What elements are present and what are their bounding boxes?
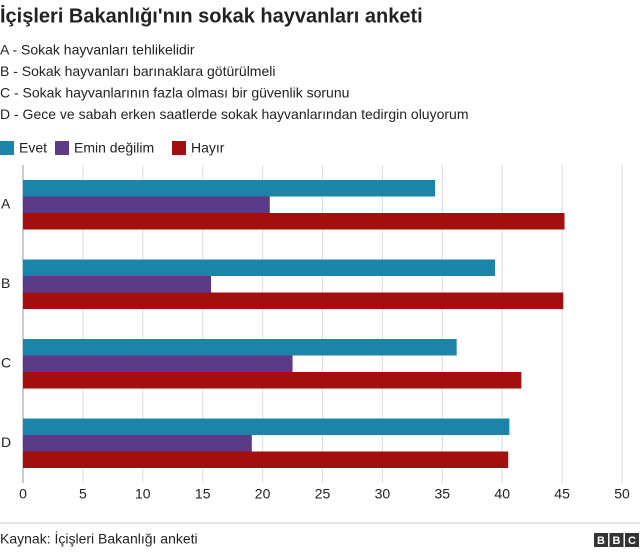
y-tick-label: B — [1, 275, 10, 291]
x-tick-label: 40 — [494, 486, 510, 502]
logo-box — [609, 533, 624, 547]
legend-label: Hayır — [191, 140, 225, 156]
bar — [23, 180, 436, 197]
source: Kaynak: İçişleri Bakanlığı anketi — [0, 530, 198, 547]
legend-swatch — [172, 141, 186, 155]
x-tick-label: 50 — [614, 486, 630, 502]
logo-letter: B — [597, 535, 605, 547]
legend-label: Emin değilim — [74, 140, 154, 156]
bar — [23, 292, 564, 309]
chart-title: İçişleri Bakanlığı'nın sokak hayvanları … — [0, 4, 423, 27]
subtitle-line: A - Sokak hayvanları tehlikelidir — [0, 42, 195, 58]
bar — [23, 418, 510, 435]
bar — [23, 276, 212, 293]
legend-swatch — [0, 141, 14, 155]
x-tick-label: 30 — [375, 486, 391, 502]
logo-box — [594, 533, 608, 547]
x-tick-label: 35 — [435, 486, 451, 502]
bar — [23, 435, 252, 452]
subtitle-line: C - Sokak hayvanlarının fazla olması bir… — [0, 85, 349, 101]
x-tick-label: 0 — [19, 486, 27, 502]
logo-box — [625, 533, 639, 547]
bar — [23, 372, 522, 389]
logo-letter: B — [613, 535, 621, 547]
subtitle-line: D - Gece ve sabah erken saatlerde sokak … — [0, 106, 468, 122]
legend-swatch — [55, 141, 69, 155]
y-tick-label: C — [1, 354, 11, 370]
logo-letter: C — [628, 535, 636, 547]
bar — [23, 213, 565, 230]
subtitle-line: B - Sokak hayvanları barınaklara götürül… — [0, 63, 275, 79]
bar — [23, 259, 496, 276]
x-tick-label: 45 — [554, 486, 570, 502]
bar — [23, 355, 293, 372]
x-tick-label: 5 — [79, 486, 87, 502]
y-tick-label: A — [1, 195, 11, 211]
y-tick-label: D — [1, 434, 11, 450]
x-tick-label: 15 — [195, 486, 211, 502]
legend-label: Evet — [19, 140, 47, 156]
x-tick-label: 25 — [315, 486, 331, 502]
bar — [23, 451, 509, 468]
x-tick-label: 10 — [135, 486, 151, 502]
x-tick-label: 20 — [255, 486, 271, 502]
bar — [23, 196, 270, 213]
bar — [23, 339, 457, 356]
